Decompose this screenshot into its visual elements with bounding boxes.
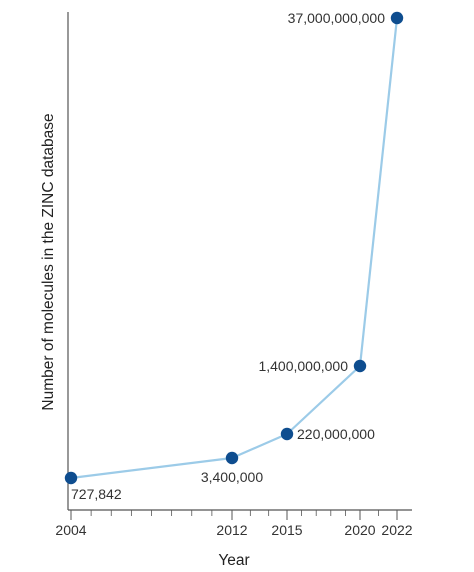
x-tick-labels: 2004 2012 2015 2020 2022 [55,522,412,538]
data-point [390,11,404,25]
x-tick-label: 2004 [55,522,86,538]
x-tick-label: 2022 [381,522,412,538]
x-major-ticks [70,510,398,520]
data-label: 727,842 [71,486,122,502]
data-point [64,471,78,485]
data-label: 1,400,000,000 [258,358,348,374]
data-point [353,359,367,373]
x-minor-ticks [70,510,398,516]
y-axis-label: Number of molecules in the ZINC database [40,113,57,410]
data-markers [64,11,404,485]
data-label: 3,400,000 [201,469,263,485]
data-label: 37,000,000,000 [288,10,386,26]
x-tick-label: 2012 [216,522,247,538]
x-tick-label: 2015 [271,522,302,538]
data-label: 220,000,000 [297,426,375,442]
data-labels: 727,842 3,400,000 220,000,000 1,400,000,000… [71,10,385,502]
x-axis-label: Year [218,552,249,569]
data-point [280,427,294,441]
data-point [225,451,239,465]
series-line [70,17,399,480]
x-tick-label: 2020 [344,522,375,538]
